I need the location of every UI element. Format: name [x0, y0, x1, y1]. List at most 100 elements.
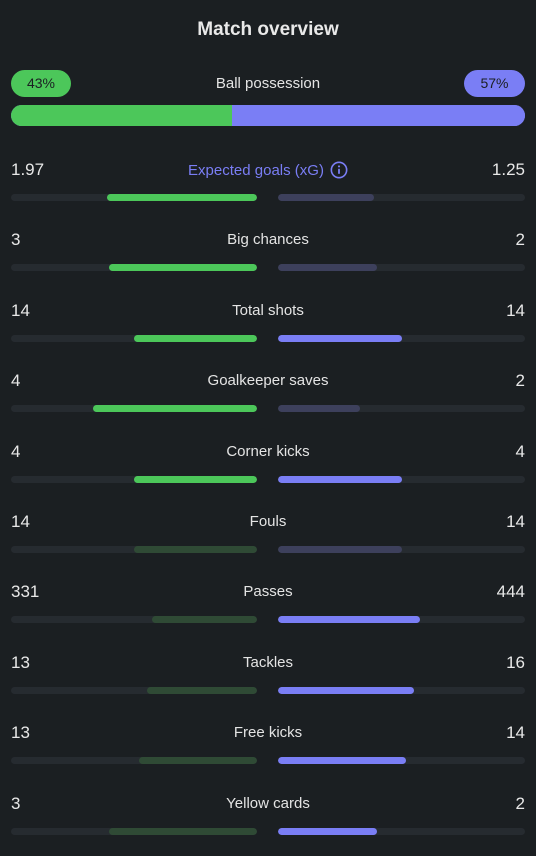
stat-label-text: Fouls [249, 512, 287, 530]
stat-row: 4 Corner kicks 4 [0, 435, 536, 505]
home-stat-fill [134, 334, 257, 342]
home-stat-track [11, 686, 257, 694]
away-stat-fill [278, 334, 402, 342]
stat-row: 13 Free kicks 14 [0, 716, 536, 786]
home-stat-track [11, 757, 257, 765]
possession-label: Ball possession [215, 75, 321, 92]
away-stat-value: 14 [506, 300, 525, 320]
away-stat-fill [278, 616, 420, 624]
stat-label-text: Goalkeeper saves [207, 372, 329, 390]
away-stat-value: 2 [515, 793, 525, 813]
away-stat-value: 16 [506, 652, 525, 672]
home-stat-value: 13 [11, 723, 30, 743]
possession-header: 43% Ball possession 57% [11, 70, 525, 97]
stat-label: Yellow cards [0, 795, 536, 812]
away-stat-track [278, 475, 525, 483]
home-stat-fill [134, 475, 257, 483]
home-stat-fill [106, 194, 257, 201]
home-stat-fill [146, 686, 257, 694]
stat-label-text: Big chances [227, 231, 309, 249]
away-stat-track [278, 264, 525, 272]
stat-row: 13 Tackles 16 [0, 646, 536, 716]
home-stat-value: 14 [11, 511, 30, 531]
possession-bar [11, 105, 525, 126]
away-stat-track [278, 616, 525, 624]
away-possession-fill [232, 105, 525, 126]
stat-row: 3 Big chances 2 [0, 223, 536, 293]
stat-label: Goalkeeper saves [0, 372, 536, 389]
away-stat-value: 14 [506, 511, 525, 531]
home-stat-value: 1.97 [11, 160, 45, 179]
info-icon[interactable] [330, 161, 348, 179]
home-possession-badge: 43% [11, 70, 71, 97]
stat-label-text: Total shots [232, 301, 304, 319]
home-stat-track [11, 194, 257, 201]
away-stat-fill [278, 827, 377, 835]
away-stat-value: 4 [515, 441, 525, 461]
home-stat-track [11, 475, 257, 483]
home-stat-value: 3 [11, 793, 21, 813]
away-stat-value: 444 [496, 582, 525, 602]
stat-label: Fouls [0, 513, 536, 530]
home-stat-fill [134, 545, 257, 553]
away-stat-fill [278, 194, 375, 201]
stats-list: 1.97 Expected goals (xG) 1.25 3 Big chances 2… [0, 153, 536, 856]
home-stat-fill [138, 757, 257, 765]
stat-row: 3 Yellow cards 2 [0, 787, 536, 856]
home-stat-track [11, 264, 257, 272]
stat-label: Big chances [0, 231, 536, 248]
away-stat-track [278, 194, 525, 201]
stat-label[interactable]: Expected goals (xG) [0, 161, 536, 179]
away-stat-value: 2 [515, 371, 525, 391]
away-stat-track [278, 545, 525, 553]
stat-label: Tackles [0, 654, 536, 671]
panel-title: Match overview [197, 19, 339, 40]
home-stat-fill [109, 827, 257, 835]
stat-label: Total shots [0, 302, 536, 319]
home-stat-track [11, 545, 257, 553]
away-stat-track [278, 686, 525, 694]
away-stat-fill [278, 264, 377, 272]
away-stat-value: 1.25 [491, 160, 525, 179]
stat-label-text: Yellow cards [226, 794, 310, 812]
away-stat-track [278, 405, 525, 413]
stat-label-text: Tackles [242, 653, 294, 671]
home-stat-value: 14 [11, 300, 30, 320]
home-stat-fill [109, 264, 257, 272]
stat-label: Passes [0, 583, 536, 600]
home-stat-value: 4 [11, 371, 21, 391]
stat-row: 14 Total shots 14 [0, 294, 536, 364]
stat-row: 14 Fouls 14 [0, 505, 536, 575]
stat-label-text: Free kicks [233, 724, 303, 742]
home-stat-track [11, 334, 257, 342]
away-stat-fill [278, 686, 415, 694]
home-possession-fill [11, 105, 233, 126]
stat-row: 4 Goalkeeper saves 2 [0, 364, 536, 434]
away-possession-badge: 57% [464, 70, 525, 97]
home-stat-value: 13 [11, 652, 30, 672]
stat-label: Corner kicks [0, 443, 536, 460]
away-stat-fill [278, 475, 402, 483]
away-stat-fill [278, 545, 402, 553]
home-stat-track [11, 827, 257, 835]
away-stat-track [278, 334, 525, 342]
away-stat-track [278, 757, 525, 765]
home-stat-value: 4 [11, 441, 21, 461]
home-stat-value: 331 [11, 582, 40, 602]
away-stat-track [278, 827, 525, 835]
stat-row: 331 Passes 444 [0, 575, 536, 645]
home-stat-track [11, 616, 257, 624]
stat-row: 1.97 Expected goals (xG) 1.25 [0, 153, 536, 223]
home-stat-fill [151, 616, 257, 624]
home-stat-track [11, 405, 257, 413]
stat-label-text: Expected goals (xG) [188, 162, 324, 179]
home-stat-value: 3 [11, 230, 21, 250]
stat-label-text: Corner kicks [226, 442, 310, 460]
away-stat-fill [278, 405, 361, 413]
stat-label: Free kicks [0, 724, 536, 741]
away-stat-value: 2 [515, 230, 525, 250]
stat-label-text: Passes [243, 583, 293, 601]
home-stat-fill [92, 405, 257, 413]
away-stat-value: 14 [506, 723, 525, 743]
